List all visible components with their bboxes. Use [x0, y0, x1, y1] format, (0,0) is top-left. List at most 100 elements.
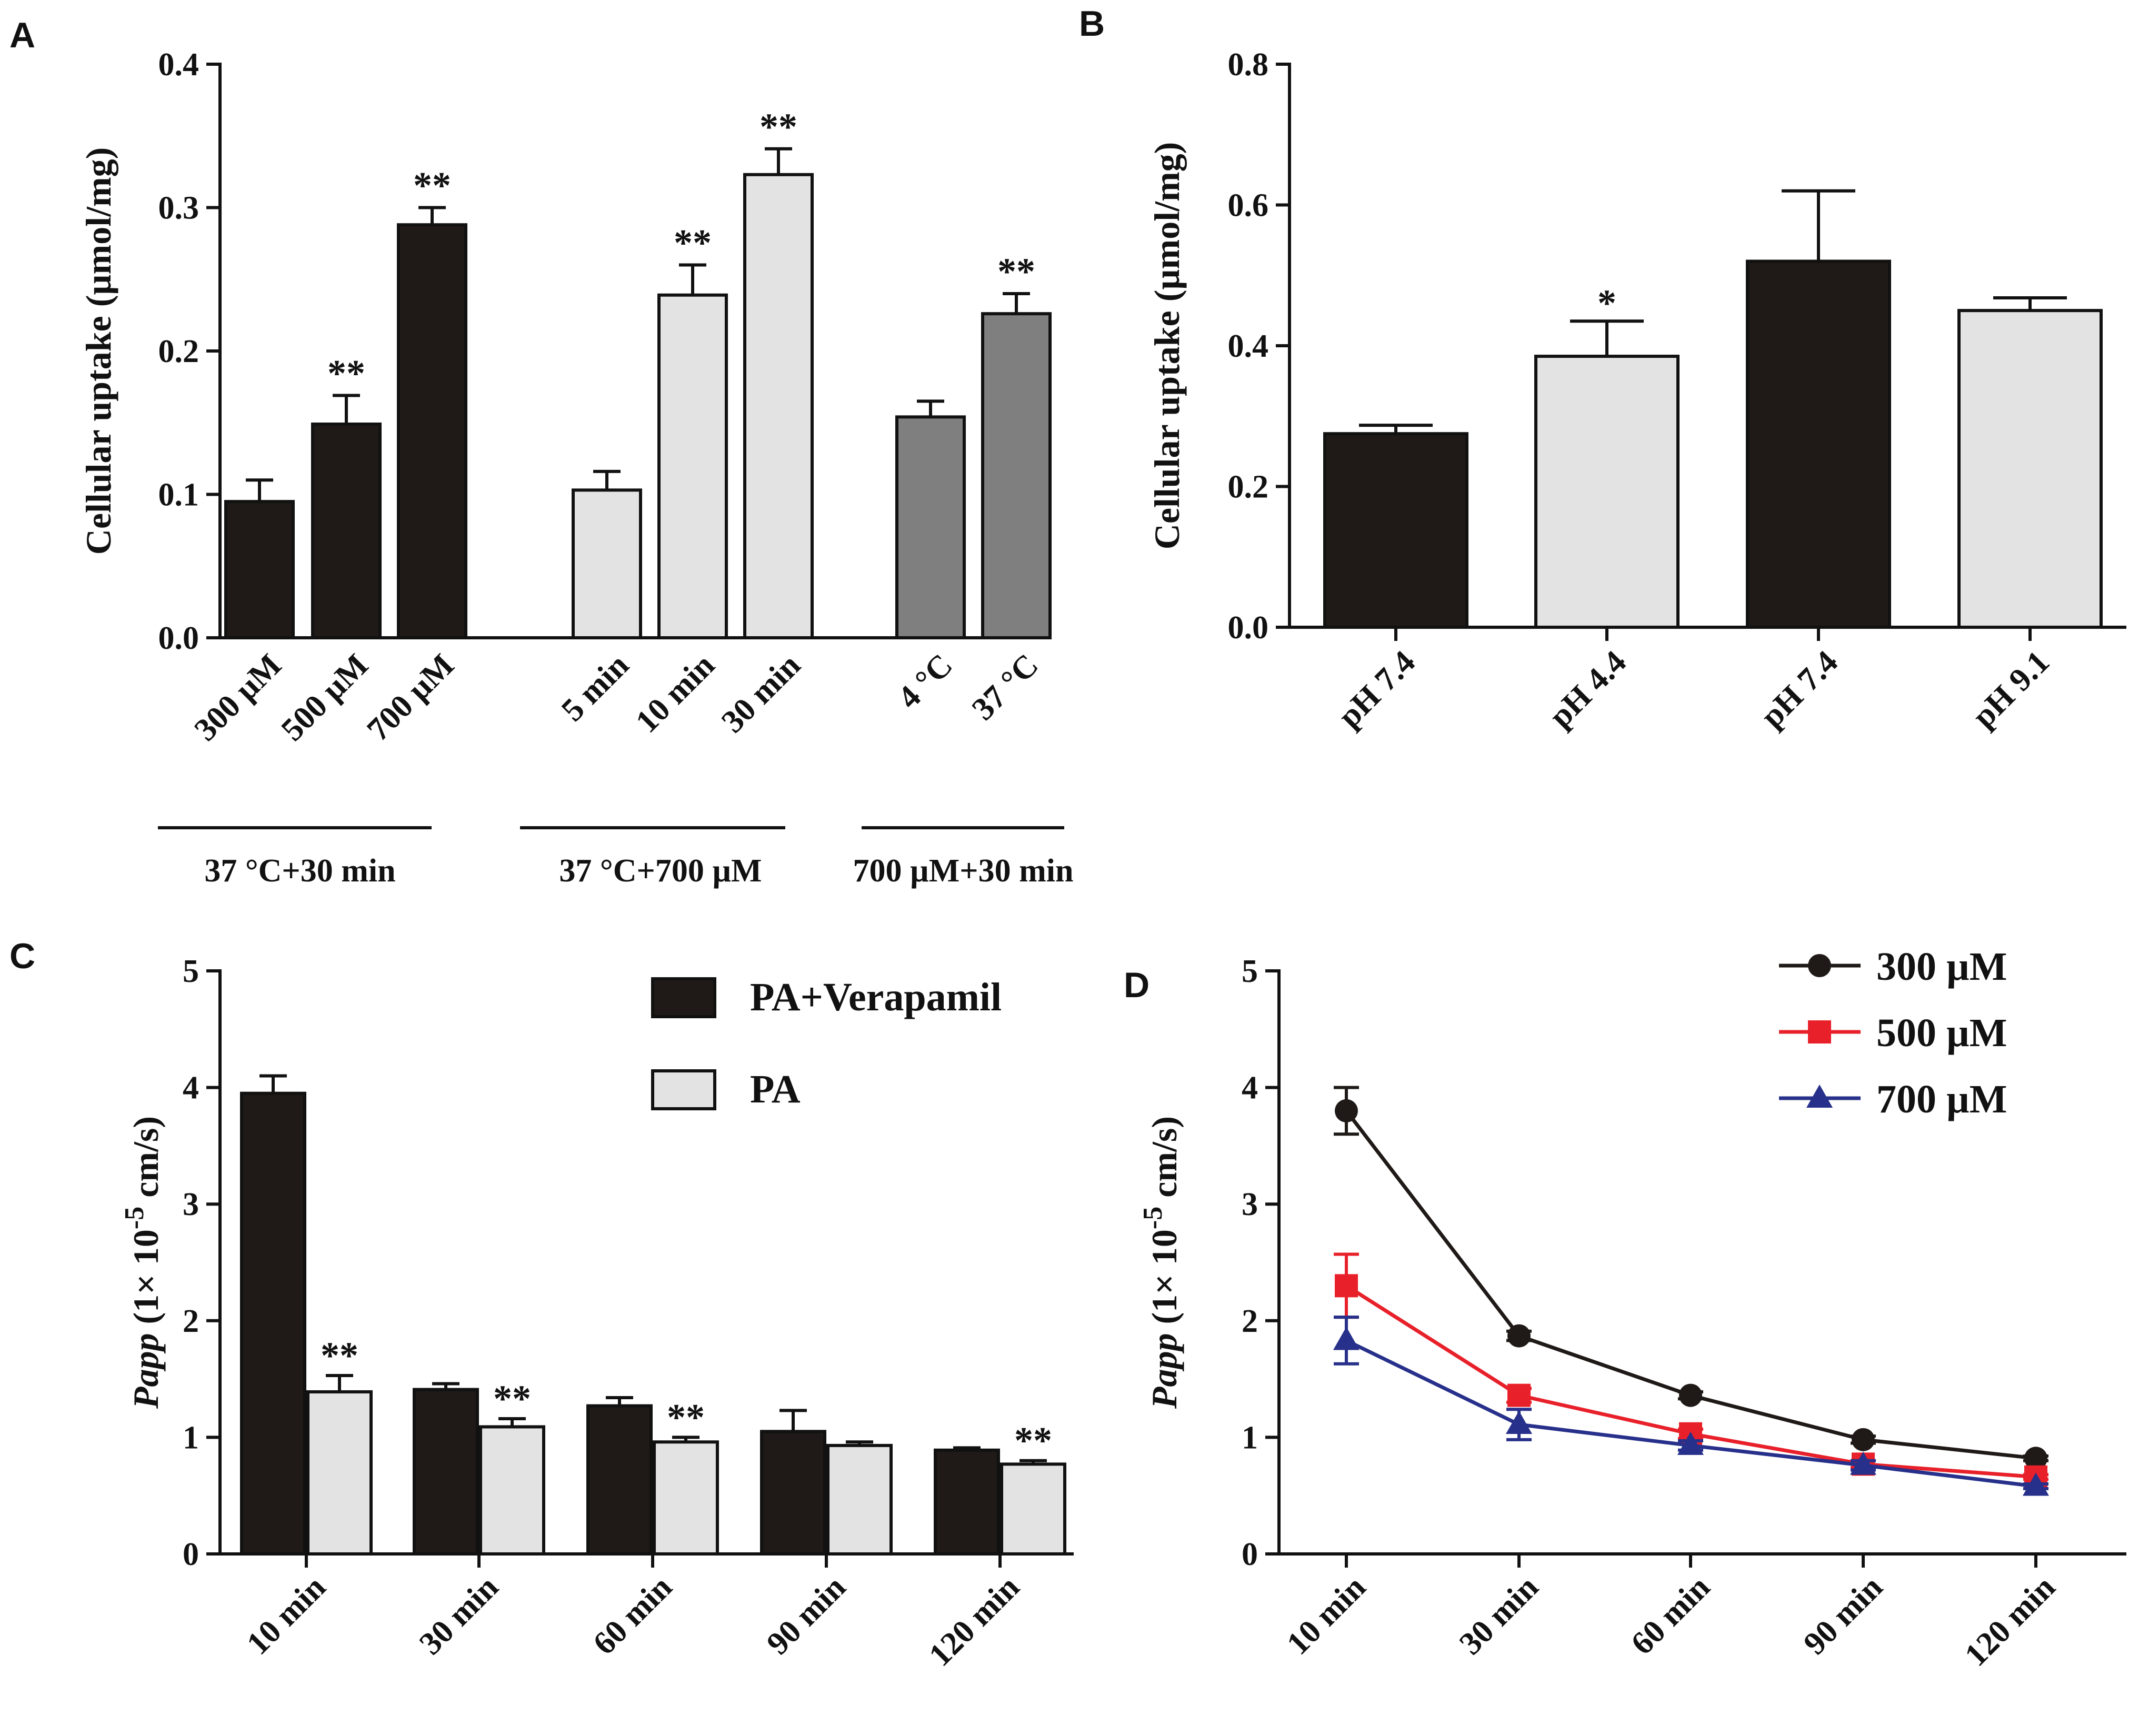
panel-a-y-tick-label: 0.3 — [158, 190, 199, 226]
panel-a-x-tick-label: 30 min — [715, 647, 807, 740]
panel-d-point — [2023, 1472, 2049, 1496]
panel-a-group-label: 37 °C+30 min — [204, 853, 395, 889]
panel-a-y-tick-label: 0.2 — [158, 334, 199, 369]
panel-b-y-tick-label: 0.8 — [1228, 47, 1269, 83]
panel-c-bar — [240, 1091, 306, 1556]
panel-letter-c: C — [9, 936, 35, 976]
panel-d-y-title-ylabel-unit: cm/s) — [1144, 1116, 1184, 1207]
panel-c-bar — [413, 1388, 479, 1556]
panel-b-y-tick-label: 0.2 — [1228, 469, 1269, 505]
panel-a-group-label: 700 µM+30 min — [853, 853, 1074, 889]
panel-b-x-tick-label: pH 7.4 — [1754, 644, 1845, 735]
panel-a-group-label: 37 °C+700 µM — [559, 853, 762, 889]
panel-c-bar — [760, 1430, 826, 1556]
panel-a-bar — [224, 500, 295, 639]
panel-a-bar — [572, 488, 642, 639]
panel-c-bar — [306, 1390, 373, 1556]
panel-c-bar — [1000, 1462, 1066, 1556]
panel-d-point — [1506, 1411, 1532, 1434]
panel-a-bar — [397, 223, 467, 639]
panel-d-y-tick-label: 2 — [1242, 1303, 1258, 1339]
panel-d-y-tick-label: 4 — [1242, 1070, 1258, 1106]
panel-b-bar — [1323, 432, 1468, 629]
panel-c-y-tick-label: 1 — [183, 1420, 199, 1456]
panel-b-bar — [1746, 259, 1891, 629]
panel-d-y-tick-label: 5 — [1242, 954, 1258, 989]
panel-a-x-tick-label: 5 min — [555, 647, 636, 728]
panel-d-x-tick-label: 10 min — [1280, 1569, 1373, 1662]
panel-c-x-tick-label: 120 min — [922, 1569, 1026, 1673]
panel-c-y-axis-title: Papp (1× 10-5 cm/s) — [119, 1116, 166, 1409]
panel-b-bar — [1534, 355, 1680, 629]
panel-d-x-tick-label: 120 min — [1958, 1569, 2062, 1673]
panel-d-y-tick-label: 3 — [1242, 1187, 1258, 1222]
panel-d-y-title-ylabel-exp: -5 — [1138, 1207, 1168, 1229]
panel-d-legend-label: 300 µM — [1876, 945, 2007, 989]
panel-c-legend-label: PA — [750, 1067, 801, 1111]
panel-d-point — [1852, 1428, 1875, 1451]
panel-d-legend-marker — [1808, 1020, 1831, 1043]
panel-d-y-title-ylabel-rest: (1× 10 — [1144, 1229, 1184, 1333]
panel-d-y-tick-label: 1 — [1242, 1420, 1258, 1456]
panel-c-y-tick-label: 2 — [183, 1303, 199, 1339]
panel-d-point — [1335, 1274, 1358, 1298]
panel-c-y-tick-label: 4 — [183, 1070, 199, 1106]
panel-d-point — [1679, 1383, 1702, 1407]
panel-a-significance: ** — [997, 250, 1035, 293]
panel-d-point — [1507, 1383, 1531, 1407]
panel-c-bar — [934, 1448, 1000, 1556]
panel-d-point — [1677, 1431, 1704, 1455]
panel-d-y-axis-title: Papp (1× 10-5 cm/s) — [1138, 1116, 1184, 1409]
panel-a-bar — [981, 312, 1052, 639]
panel-c-y-title-ylabel-unit: cm/s) — [126, 1116, 166, 1207]
panel-b-y-tick-label: 0.6 — [1228, 188, 1269, 224]
panel-a-y-tick-label: 0.4 — [158, 47, 199, 83]
panel-c-y-title-ylabel-exp: -5 — [119, 1207, 149, 1229]
panel-b-x-tick-label: pH 7.4 — [1332, 644, 1422, 735]
panel-d-point — [2024, 1447, 2047, 1470]
panel-a-y-tick-label: 0.0 — [158, 620, 199, 656]
panel-a-bar — [743, 173, 814, 639]
panel-d-point — [1850, 1451, 1876, 1475]
panel-a-y-tick-label: 0.1 — [158, 477, 199, 513]
panel-c-y-tick-label: 5 — [183, 954, 199, 989]
panel-d-chart: 0 1 2 3 4 5 10 min 30 min 60 min 90 min 120 min 300… — [1138, 945, 2126, 1673]
panel-d-legend-label: 700 µM — [1876, 1077, 2007, 1121]
panel-c-x-tick-label: 10 min — [240, 1569, 333, 1662]
panel-a-significance: ** — [327, 352, 365, 394]
panel-c-y-title-ylabel-main: Papp — [126, 1333, 166, 1410]
panel-c-chart: 0 1 2 3 4 5 10 min ** 30 min ** 60 min ** 90 min 120 … — [119, 954, 1074, 1673]
panel-a-bar — [311, 422, 382, 639]
panel-c-significance: ** — [321, 1334, 358, 1377]
panel-b-y-axis-title: Cellular uptake (µmol/mg) — [1147, 142, 1187, 550]
panel-letter-a: A — [9, 15, 35, 55]
panel-d-legend-marker — [1808, 954, 1831, 977]
panel-c-bar — [479, 1425, 545, 1556]
panel-c-legend-swatch — [651, 977, 716, 1018]
panel-d-point — [1507, 1324, 1531, 1348]
panel-c-significance: ** — [667, 1396, 705, 1438]
panel-a-significance: ** — [674, 222, 712, 264]
panel-c-y-tick-label: 3 — [183, 1187, 199, 1222]
panel-c-x-tick-label: 30 min — [413, 1569, 505, 1662]
panel-d-x-tick-label: 30 min — [1453, 1569, 1545, 1662]
panel-d-y-tick-label: 0 — [1242, 1537, 1258, 1572]
panel-a-significance: ** — [413, 165, 451, 207]
panel-d-series-line — [1345, 1339, 2036, 1488]
panel-a-x-tick-label: 10 min — [629, 647, 722, 740]
panel-d-point — [1333, 1327, 1360, 1350]
panel-a-significance: ** — [759, 106, 797, 148]
panel-b-significance: * — [1597, 282, 1616, 324]
panel-d-point — [1335, 1099, 1358, 1122]
panel-a-x-tick-label: 700 µM — [360, 647, 461, 748]
panel-b-y-tick-label: 0.0 — [1228, 610, 1269, 646]
panel-c-legend-swatch — [651, 1069, 716, 1110]
panel-b-chart: 0.0 0.2 0.4 0.6 0.8 pH 7.4 * pH 4.4 pH 7.4 pH 9.1… — [1147, 47, 2126, 735]
panel-c-y-title-ylabel-rest: (1× 10 — [126, 1229, 166, 1333]
panel-a-y-axis-title: Cellular uptake (µmol/mg) — [78, 147, 118, 555]
panel-d-x-tick-label: 60 min — [1624, 1569, 1717, 1662]
panel-a-x-tick-label: 300 µM — [187, 647, 288, 748]
panel-b-y-tick-label: 0.4 — [1228, 328, 1269, 364]
panel-letter-d: D — [1124, 965, 1150, 1005]
